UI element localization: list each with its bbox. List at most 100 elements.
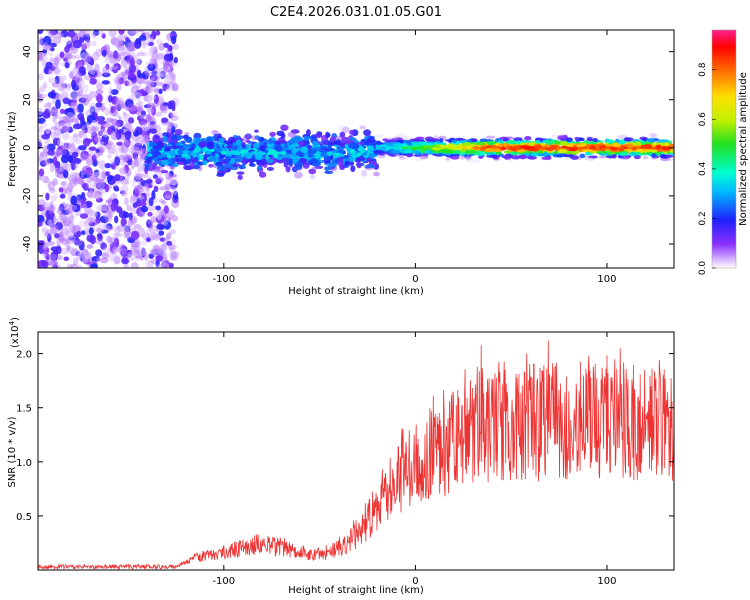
heatmap-cell	[292, 156, 297, 160]
heatmap-cell	[461, 141, 471, 147]
heatmap-cell	[410, 146, 416, 151]
heatmap-cell	[113, 237, 120, 248]
heatmap-cell	[82, 251, 91, 259]
heatmap-cell	[168, 70, 174, 79]
heatmap-cell	[48, 218, 54, 227]
heatmap-cell	[137, 73, 146, 79]
heatmap-cell	[170, 250, 180, 259]
snr-scale-label: (x104)	[8, 317, 21, 348]
heatmap-cell	[77, 112, 85, 121]
heatmap-cell	[190, 158, 199, 163]
heatmap-cell	[87, 190, 93, 199]
heatmap-cell	[56, 166, 65, 175]
heatmap-cell	[156, 213, 162, 220]
heatmap-cell	[588, 155, 598, 159]
heatmap-cell	[69, 179, 76, 189]
heatmap-cell	[138, 127, 143, 136]
heatmap-cell	[85, 30, 93, 38]
heatmap-cell	[46, 143, 56, 152]
heatmap-cell	[42, 42, 49, 51]
heatmap-cell	[94, 171, 101, 177]
heatmap-cell	[89, 105, 96, 115]
heatmap-cell	[106, 174, 114, 182]
heatmap-cell	[49, 260, 59, 268]
heatmap-cell	[158, 245, 165, 254]
heatmap-cell	[168, 244, 178, 250]
heatmap-cell	[118, 30, 125, 35]
heatmap-cell	[51, 204, 56, 213]
heatmap-cell	[108, 95, 113, 103]
heatmap-cell	[134, 185, 143, 190]
heatmap-cell	[126, 30, 135, 39]
heatmap-cell	[42, 120, 48, 129]
snr-ytick-label: 1.5	[16, 404, 32, 415]
heatmap-cell	[237, 174, 243, 180]
heatmap-cell	[140, 193, 147, 198]
heatmap-cell	[60, 141, 68, 148]
heatmap-cell	[166, 232, 172, 240]
heatmap-cell	[139, 120, 146, 128]
heatmap-cell	[53, 66, 60, 76]
heatmap-cell	[53, 193, 58, 200]
heatmap-cell	[642, 155, 649, 160]
heatmap-cell	[106, 154, 112, 159]
heatmap-cell	[81, 230, 86, 236]
heatmap-cell	[84, 53, 92, 63]
heatmap-cell	[390, 149, 401, 154]
heatmap-cell	[149, 248, 158, 254]
heatmap-cell	[327, 144, 332, 151]
heatmap-cell	[76, 194, 82, 201]
heatmap-cell	[94, 175, 100, 182]
heatmap-cell	[94, 190, 103, 200]
heatmap-cell	[89, 235, 96, 245]
heatmap-cell	[111, 243, 119, 250]
heatmap-cell	[78, 30, 87, 39]
heatmap-cell	[77, 145, 87, 151]
heatmap-cell	[41, 202, 50, 210]
heatmap-cell	[155, 214, 165, 224]
heatmap-cell	[116, 141, 123, 146]
heatmap-cell	[403, 149, 413, 154]
heatmap-cell	[265, 147, 273, 151]
heatmap-cell	[556, 154, 563, 158]
heatmap-cell	[155, 205, 161, 211]
heatmap-cell	[74, 54, 82, 60]
heatmap-cell	[96, 141, 105, 146]
heatmap-cell	[53, 262, 58, 268]
heatmap-cell	[38, 168, 45, 177]
heatmap-cell	[89, 90, 96, 99]
snr-xtick-label: -100	[212, 576, 235, 587]
heatmap-cell	[151, 105, 156, 116]
heatmap-cell	[107, 210, 114, 219]
heatmap-cell	[101, 72, 111, 78]
heatmap-cell	[132, 202, 138, 208]
heatmap-cell	[137, 163, 143, 172]
heatmap-cell	[51, 62, 58, 70]
heatmap-cell	[164, 77, 173, 86]
heatmap-cell	[588, 157, 594, 162]
heatmap-cell	[96, 233, 102, 239]
heatmap-cell	[83, 206, 92, 214]
heatmap-cell	[98, 160, 106, 170]
heatmap-cell	[310, 174, 315, 180]
heatmap-cell	[54, 122, 61, 131]
heatmap-cell	[93, 181, 101, 189]
heatmap-cell	[116, 104, 122, 112]
heatmap-cell	[248, 162, 255, 167]
heatmap-cell	[69, 91, 79, 101]
heatmap-cell	[51, 116, 57, 123]
heatmap-cell	[97, 120, 107, 125]
heatmap-cell	[69, 101, 79, 108]
heatmap-cell	[56, 172, 65, 179]
heatmap-cell	[495, 151, 502, 155]
heatmap-cell	[445, 157, 450, 161]
heatmap-cell	[38, 240, 45, 246]
heatmap-cell	[171, 104, 176, 112]
snr-series-line	[38, 340, 674, 570]
heatmap-cell	[70, 225, 80, 231]
heatmap-cell	[55, 137, 61, 147]
heatmap-cell	[275, 140, 281, 146]
heatmap-cell	[124, 56, 130, 61]
heatmap-cell	[107, 146, 117, 155]
heatmap-cell	[66, 86, 72, 91]
